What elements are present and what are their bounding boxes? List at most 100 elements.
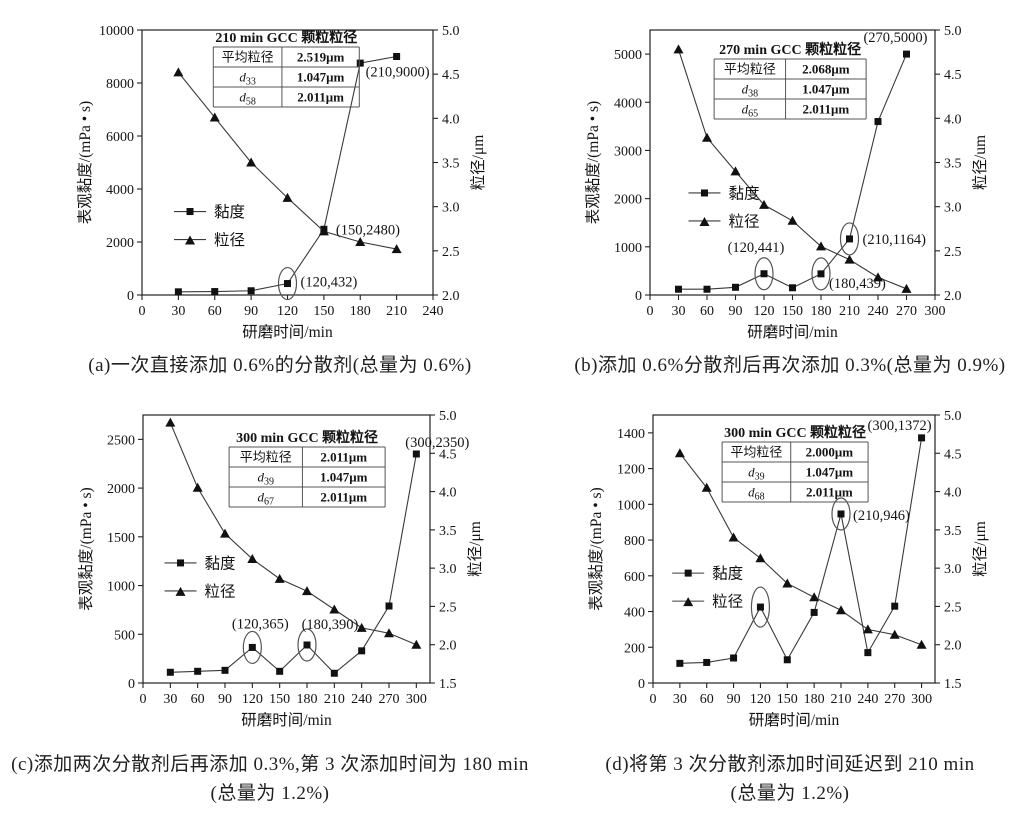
right-tick-label: 4.0	[944, 112, 962, 127]
viscosity-marker	[276, 667, 284, 675]
point-annotation: (150,2480)	[336, 222, 400, 238]
point-annotation: (180,390)	[302, 617, 359, 633]
right-tick-label: 3.5	[944, 524, 962, 539]
x-tick-label: 300	[925, 304, 946, 319]
x-tick-label: 210	[386, 304, 407, 319]
size-marker	[674, 448, 685, 458]
viscosity-marker	[211, 288, 219, 296]
x-tick-label: 120	[277, 304, 298, 319]
size-marker	[356, 622, 367, 632]
x-tick-label: 240	[868, 304, 889, 319]
chart-c: 0 30 60 90 120 150 180 210 240 270 300 0 500 1000 1500…	[77, 409, 484, 729]
right-tick-label: 3.0	[442, 201, 460, 216]
right-tick-label: 5.0	[944, 24, 962, 39]
size-marker	[274, 573, 285, 583]
right-tick-label: 3.0	[439, 562, 457, 577]
size-marker	[329, 604, 340, 614]
inset-table-row-value: 2.011μm	[320, 490, 367, 505]
size-marker	[809, 592, 820, 602]
inset-table-title: 210 min GCC 颗粒粒径	[215, 29, 357, 46]
legend-viscosity-marker	[700, 189, 708, 197]
left-tick-label: 800	[624, 534, 645, 549]
inset-table-row-label: d68	[748, 485, 765, 503]
x-tick-label: 0	[140, 692, 147, 707]
highlight-ellipse	[242, 630, 262, 665]
x-tick-label: 300	[911, 692, 932, 707]
viscosity-marker	[891, 602, 899, 610]
caption-d-line1: (d)将第 3 次分散剂添加时间延迟到 210 min	[605, 754, 975, 775]
inset-table-row-label: d65	[742, 102, 759, 120]
viscosity-marker	[918, 434, 926, 442]
viscosity-marker	[846, 235, 853, 243]
size-marker	[391, 244, 402, 254]
legend-viscosity-marker	[684, 569, 692, 577]
inset-table-row-label: 平均粒径	[724, 62, 776, 77]
viscosity-marker	[810, 608, 818, 616]
viscosity-marker	[756, 603, 764, 611]
left-tick-label: 2500	[107, 433, 135, 448]
point-annotation: (120,365)	[232, 616, 289, 632]
point-annotation: (300,2350)	[405, 435, 469, 451]
size-marker	[873, 272, 883, 282]
left-axis-title: 表观黏度/(mPa • s)	[584, 101, 602, 224]
size-marker	[673, 44, 684, 54]
x-tick-label: 180	[811, 304, 832, 319]
size-marker	[862, 624, 873, 634]
x-tick-label: 150	[782, 304, 803, 319]
right-tick-label: 3.5	[442, 157, 460, 172]
size-marker	[355, 237, 366, 246]
x-tick-label: 30	[171, 304, 185, 319]
left-tick-label: 1500	[107, 531, 135, 546]
right-tick-label: 3.5	[944, 157, 962, 172]
point-annotation: (300,1372)	[868, 418, 932, 434]
x-tick-label: 0	[650, 692, 657, 707]
right-tick-label: 3.0	[944, 201, 962, 216]
series-line-size	[169, 422, 417, 646]
legend-label: 粒径	[712, 593, 743, 611]
right-tick-label: 2.0	[944, 289, 962, 304]
left-axis-title: 表观黏度/(mPa • s)	[587, 487, 605, 610]
legend-label: 粒径	[205, 582, 236, 600]
viscosity-marker	[730, 654, 738, 662]
left-tick-label: 200	[624, 641, 645, 656]
x-tick-label: 210	[324, 692, 345, 707]
right-tick-label: 5.0	[944, 409, 962, 424]
x-tick-label: 180	[350, 304, 371, 319]
left-tick-label: 500	[114, 628, 135, 643]
left-tick-label: 1200	[617, 463, 645, 478]
viscosity-marker	[732, 283, 739, 291]
left-tick-label: 2000	[614, 193, 642, 208]
left-tick-label: 400	[624, 606, 645, 621]
chart-d: 0 30 60 90 120 150 180 210 240 270 300 0 200 400 600 80…	[587, 409, 989, 729]
right-tick-label: 4.0	[439, 486, 457, 501]
right-axis-title: 粒径/um	[971, 135, 989, 190]
right-axis-title: 粒径/μm	[469, 135, 487, 191]
viscosity-marker	[303, 641, 311, 649]
left-tick-label: 600	[624, 570, 645, 585]
x-tick-label: 90	[244, 304, 258, 319]
right-tick-label: 2.0	[944, 639, 962, 654]
caption-c-line1: (c)添加两次分散剂后再添加 0.3%,第 3 次添加时间为 180 min	[11, 754, 529, 775]
left-tick-label: 1000	[107, 580, 135, 595]
size-marker	[759, 199, 769, 209]
right-tick-label: 4.0	[442, 112, 460, 127]
inset-table-row-value: 2.011μm	[802, 102, 849, 117]
highlight-ellipse	[831, 497, 851, 531]
left-tick-label: 4000	[106, 183, 134, 198]
x-tick-label: 60	[191, 692, 205, 707]
left-tick-label: 2000	[107, 482, 135, 497]
point-annotation: (120,432)	[301, 275, 358, 291]
inset-table-row-value: 2.000μm	[806, 445, 854, 460]
plot-frame	[142, 414, 431, 684]
caption-d: (d)将第 3 次分散剂添加时间延迟到 210 min (总量为 1.2%)	[550, 750, 1016, 808]
viscosity-marker	[817, 270, 825, 278]
size-marker	[901, 283, 912, 293]
size-marker	[209, 112, 220, 122]
right-tick-label: 3.0	[944, 562, 962, 577]
highlight-ellipse	[754, 257, 774, 291]
x-tick-label: 150	[777, 692, 798, 707]
inset-table-row-label: d67	[258, 490, 275, 508]
viscosity-marker	[194, 667, 202, 675]
x-tick-label: 300	[406, 692, 427, 707]
